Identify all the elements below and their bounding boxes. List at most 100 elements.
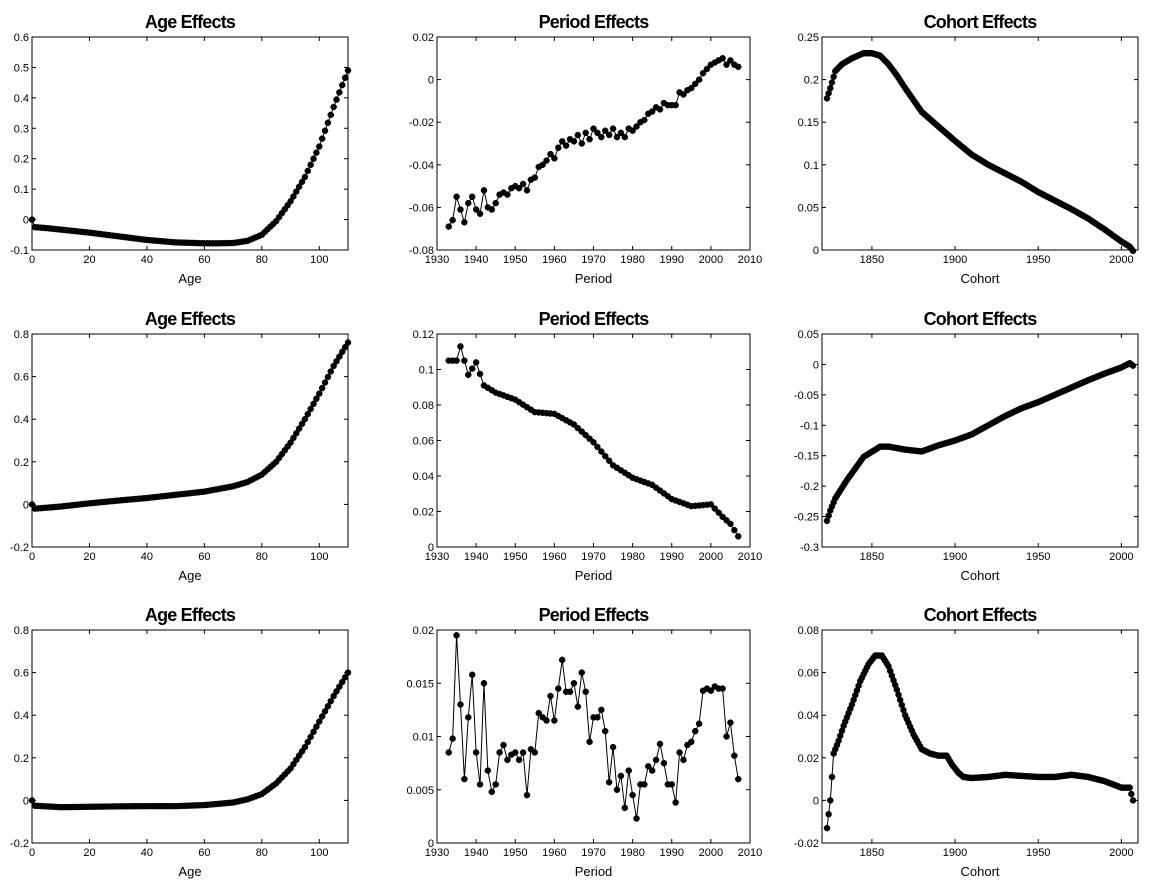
x-tick-label: 60 [198, 847, 210, 859]
data-point [330, 362, 337, 370]
data-point [688, 738, 695, 746]
y-tick-label: 0 [813, 245, 819, 257]
x-axis-label: Period [575, 568, 613, 583]
data-point [339, 81, 346, 89]
data-point [504, 756, 511, 764]
data-point [668, 781, 675, 788]
x-tick-label: 1990 [660, 847, 684, 859]
data-point [648, 767, 656, 774]
data-point [313, 395, 320, 402]
data-point [304, 738, 312, 746]
data-point [488, 206, 496, 213]
data-point [543, 717, 550, 724]
data-point [339, 348, 346, 356]
data-point [613, 786, 621, 793]
data-point [691, 80, 699, 88]
data-point [827, 797, 834, 804]
data-point [336, 89, 343, 96]
data-point [830, 73, 837, 81]
y-tick-label: -0.02 [794, 838, 819, 850]
data-point [307, 161, 314, 169]
data-point [290, 193, 297, 200]
y-tick-label: 0.25 [798, 32, 819, 44]
chart-panel-9: Cohort Effects Cohort 1850 1900 1950 2000 -0.0… [790, 600, 1142, 883]
x-tick-label: 2000 [1109, 254, 1133, 266]
data-point [547, 692, 554, 700]
data-point [298, 178, 306, 186]
data-point [676, 749, 683, 756]
x-axis-label: Period [575, 271, 613, 286]
data-point [625, 767, 632, 774]
data-point [310, 155, 317, 162]
data-point [723, 733, 730, 740]
data-point [304, 167, 312, 175]
y-tick-label: -0.2 [10, 838, 29, 850]
x-tick-label: 1930 [425, 847, 449, 859]
x-tick-label: 1980 [620, 847, 644, 859]
data-point [307, 733, 314, 741]
data-point [539, 161, 546, 169]
data-point [582, 688, 589, 696]
data-point [570, 138, 578, 145]
data-point [316, 390, 323, 397]
data-point [324, 373, 332, 381]
chart-panel-5: Period Effects Period 1930 1940 1950 1960 1970… [405, 304, 763, 587]
y-tick-label: 0.04 [798, 710, 819, 722]
y-tick-label: 0.8 [14, 329, 29, 341]
x-tick-label: 1960 [542, 551, 566, 563]
chart-panel-8: Period Effects Period 1930 1940 1950 1960 1970… [405, 600, 762, 883]
data-point [327, 697, 335, 705]
data-point [295, 183, 303, 190]
data-point [480, 680, 488, 687]
data-point [492, 781, 499, 788]
y-tick-label: 0.3 [14, 123, 29, 135]
chart-svg: Period Effects Period 1930 1940 1950 1960 1970… [406, 605, 762, 879]
y-tick-label: 0.4 [14, 710, 29, 722]
x-tick-label: 1970 [581, 254, 605, 266]
x-axis-label: Age [178, 864, 201, 879]
chart-title: Cohort Effects [924, 605, 1038, 625]
data-point [327, 111, 335, 119]
y-tick-label: -0.15 [794, 451, 819, 463]
data-point [330, 692, 337, 700]
data-point [719, 685, 726, 692]
data-point [330, 103, 337, 111]
data-point [715, 509, 722, 516]
data-point [699, 69, 707, 77]
y-tick-label: -0.1 [800, 420, 819, 432]
x-tick-label: 60 [198, 254, 210, 266]
data-point [719, 55, 726, 62]
data-point [1126, 784, 1133, 791]
data-point [680, 756, 687, 764]
y-tick-label: 0 [23, 795, 29, 807]
data-point [727, 520, 734, 528]
y-tick-label: 0 [428, 75, 434, 87]
y-tick-label: -0.08 [409, 245, 434, 257]
data-point [578, 669, 586, 676]
x-tick-label: 1850 [860, 847, 884, 859]
data-point [461, 219, 468, 226]
chart-svg: Cohort Effects Cohort 1850 1900 1950 2000 -0.3… [794, 309, 1139, 583]
data-point [601, 452, 609, 460]
x-tick-label: 1950 [503, 551, 527, 563]
data-point [735, 63, 742, 71]
x-tick-label: 80 [256, 551, 268, 563]
data-point [731, 526, 738, 534]
chart-panel-6: Cohort Effects Cohort 1850 1900 1950 2000 -0.3… [790, 304, 1142, 587]
data-point [633, 123, 640, 130]
data-point [827, 84, 834, 92]
data-point [731, 752, 738, 759]
data-point [480, 187, 488, 194]
data-point [318, 713, 326, 720]
data-point [453, 193, 460, 200]
data-point [598, 133, 605, 141]
data-point [301, 415, 309, 423]
y-tick-label: 0 [813, 359, 819, 371]
y-tick-label: 0.6 [14, 668, 29, 680]
data-point [293, 430, 300, 437]
x-tick-label: 0 [29, 551, 35, 563]
x-tick-label: 1900 [943, 847, 967, 859]
data-point [707, 501, 715, 508]
x-axis-label: Cohort [960, 864, 999, 879]
